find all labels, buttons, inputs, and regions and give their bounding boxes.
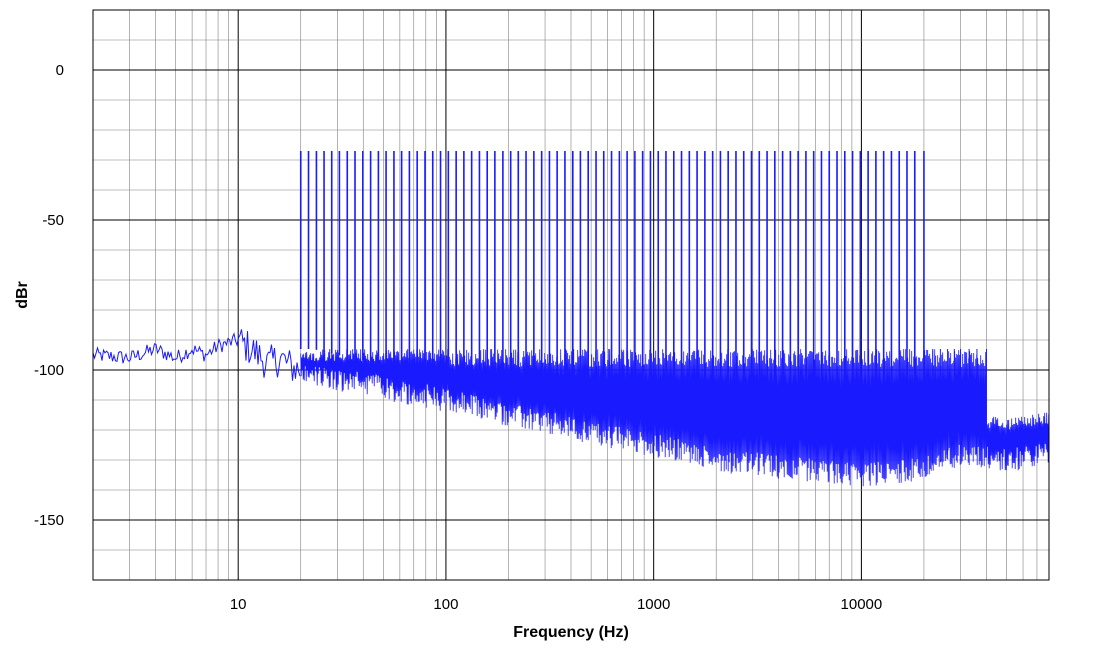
- y-axis-label: dBr: [14, 281, 31, 309]
- y-tick-label: -150: [34, 512, 64, 529]
- x-tick-label: 10000: [841, 596, 883, 613]
- x-tick-labels: 10 100 1000 10000: [230, 596, 882, 613]
- data-series: [92, 151, 1050, 487]
- x-tick-label: 10: [230, 596, 247, 613]
- y-tick-label: -100: [34, 362, 64, 379]
- x-tick-label: 100: [433, 596, 458, 613]
- y-tick-label: -50: [42, 212, 64, 229]
- low-frequency-trace: [92, 329, 301, 381]
- y-tick-label: 0: [56, 62, 64, 79]
- x-tick-label: 1000: [637, 596, 670, 613]
- x-axis-label: Frequency (Hz): [513, 624, 629, 641]
- y-tick-labels: 0 -50 -100 -150: [34, 62, 64, 529]
- plot-frame: [92, 9, 1050, 581]
